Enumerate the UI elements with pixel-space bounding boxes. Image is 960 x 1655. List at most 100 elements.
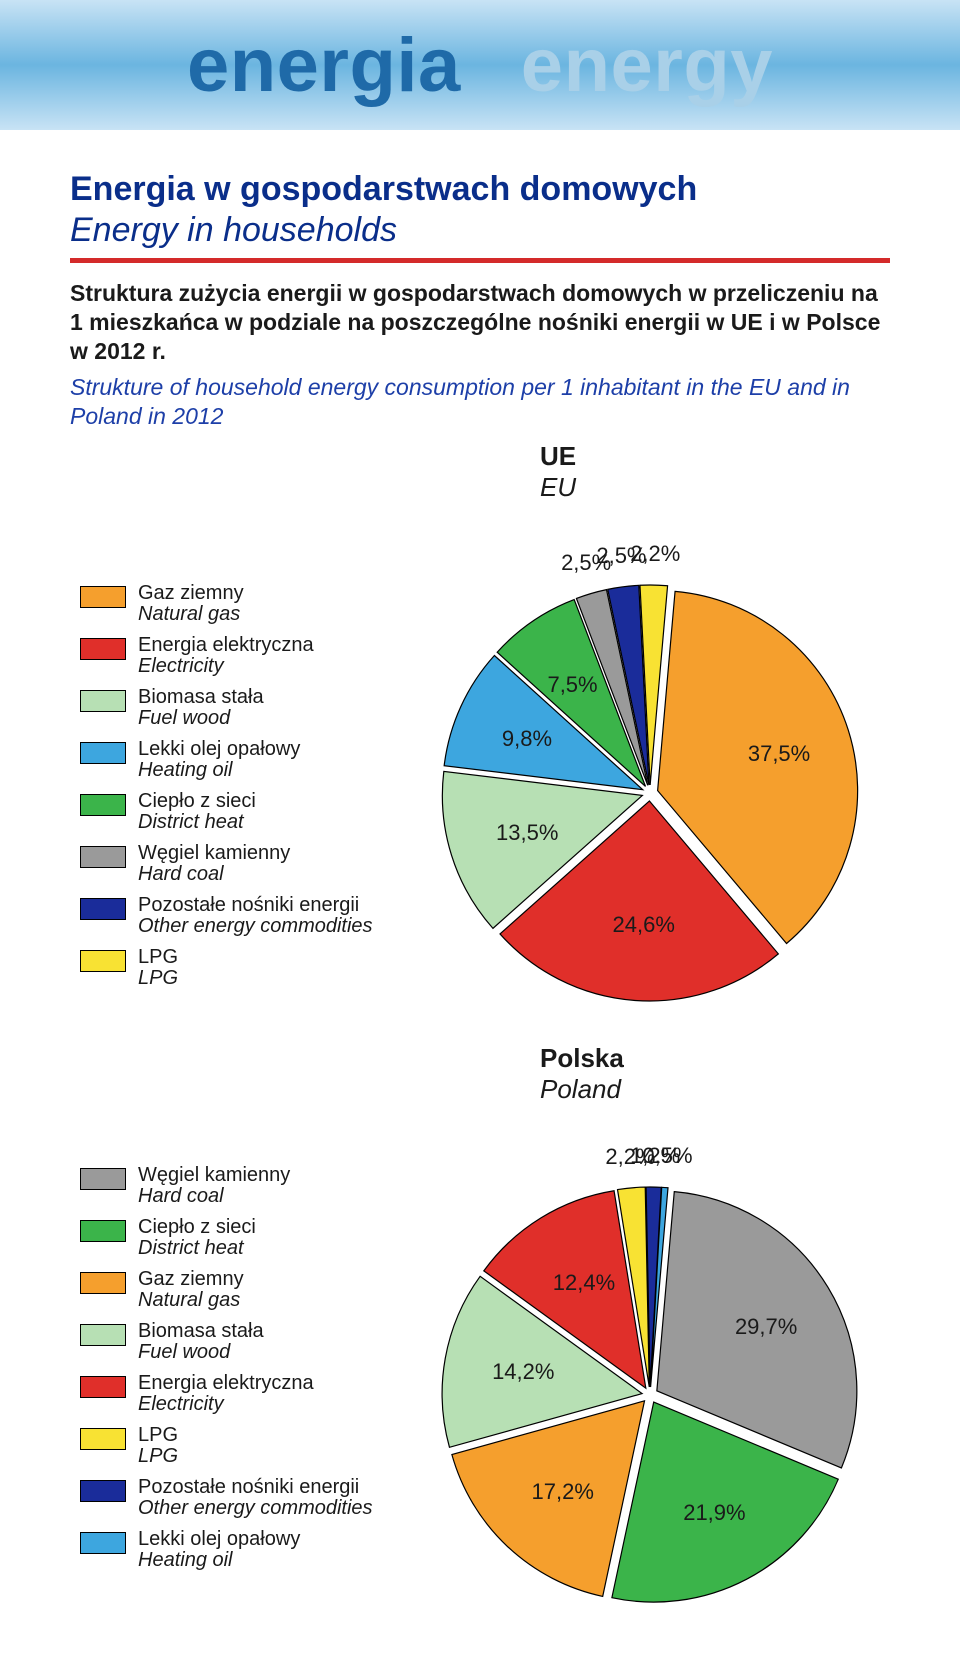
chart-pl-title-en: Poland bbox=[540, 1074, 890, 1105]
banner-word-left: energia bbox=[187, 22, 461, 109]
legend-label-en: Natural gas bbox=[138, 604, 244, 625]
legend-text: Węgiel kamiennyHard coal bbox=[138, 1165, 290, 1207]
legend-swatch bbox=[80, 794, 126, 816]
legend-item: LPGLPG bbox=[80, 1425, 410, 1467]
legend-item: Ciepło z sieciDistrict heat bbox=[80, 791, 410, 833]
legend-label-pl: Węgiel kamienny bbox=[138, 843, 290, 864]
legend-swatch bbox=[80, 1428, 126, 1450]
legend-label-en: Electricity bbox=[138, 1394, 314, 1415]
chart-eu-title-en: EU bbox=[540, 472, 890, 503]
legend-text: Ciepło z sieciDistrict heat bbox=[138, 791, 256, 833]
chart-pl-title-pl: Polska bbox=[540, 1043, 890, 1074]
legend-label-en: Hard coal bbox=[138, 1186, 290, 1207]
legend-label-en: LPG bbox=[138, 1446, 178, 1467]
title-rule bbox=[70, 258, 890, 263]
legend-item: Energia elektrycznaElectricity bbox=[80, 1373, 410, 1415]
pie-label-natural_gas: 17,2% bbox=[532, 1479, 594, 1505]
chart-pl-title: Polska Poland bbox=[540, 1043, 890, 1105]
legend-swatch bbox=[80, 846, 126, 868]
legend-text: Pozostałe nośniki energiiOther energy co… bbox=[138, 1477, 373, 1519]
legend-text: Ciepło z sieciDistrict heat bbox=[138, 1217, 256, 1259]
legend-label-en: District heat bbox=[138, 812, 256, 833]
legend-item: Węgiel kamiennyHard coal bbox=[80, 843, 410, 885]
legend-label-pl: Węgiel kamienny bbox=[138, 1165, 290, 1186]
legend-label-en: Natural gas bbox=[138, 1290, 244, 1311]
legend-item: Pozostałe nośniki energiiOther energy co… bbox=[80, 895, 410, 937]
legend-label-pl: Ciepło z sieci bbox=[138, 791, 256, 812]
page-title-en: Energy in households bbox=[70, 211, 890, 250]
legend-text: Pozostałe nośniki energiiOther energy co… bbox=[138, 895, 373, 937]
legend-item: Węgiel kamiennyHard coal bbox=[80, 1165, 410, 1207]
legend-label-en: District heat bbox=[138, 1238, 256, 1259]
legend-label-en: Fuel wood bbox=[138, 708, 264, 729]
legend-item: Biomasa stałaFuel wood bbox=[80, 687, 410, 729]
pie-label-electricity: 24,6% bbox=[613, 912, 675, 938]
legend-text: Gaz ziemnyNatural gas bbox=[138, 1269, 244, 1311]
pie-label-hard_coal: 29,7% bbox=[735, 1314, 797, 1340]
legend-label-pl: Ciepło z sieci bbox=[138, 1217, 256, 1238]
legend-item: Pozostałe nośniki energiiOther energy co… bbox=[80, 1477, 410, 1519]
legend-label-pl: LPG bbox=[138, 1425, 178, 1446]
chart-eu-title: UE EU bbox=[540, 441, 890, 503]
pie-label-fuel_wood: 14,2% bbox=[492, 1359, 554, 1385]
legend-text: LPGLPG bbox=[138, 1425, 178, 1467]
page-title-pl: Energia w gospodarstwach domowych bbox=[70, 170, 890, 209]
legend-swatch bbox=[80, 1480, 126, 1502]
legend-item: Ciepło z sieciDistrict heat bbox=[80, 1217, 410, 1259]
legend-pl: Węgiel kamiennyHard coal Ciepło z sieciDi… bbox=[70, 1115, 410, 1581]
pie-chart-pl: 29,7%21,9%17,2%14,2%12,4%2,2%1,2%0,5% bbox=[410, 1115, 890, 1615]
legend-label-pl: Gaz ziemny bbox=[138, 1269, 244, 1290]
legend-swatch bbox=[80, 1532, 126, 1554]
legend-label-pl: Energia elektryczna bbox=[138, 635, 314, 656]
legend-text: Biomasa stałaFuel wood bbox=[138, 687, 264, 729]
chart-pl-section: Polska Poland Węgiel kamiennyHard coal Ci… bbox=[70, 1043, 890, 1615]
legend-swatch bbox=[80, 1376, 126, 1398]
pie-label-district_heat: 21,9% bbox=[683, 1500, 745, 1526]
legend-item: Energia elektrycznaElectricity bbox=[80, 635, 410, 677]
legend-swatch bbox=[80, 1168, 126, 1190]
pie-label-heating_oil: 9,8% bbox=[502, 726, 552, 752]
legend-text: Lekki olej opałowyHeating oil bbox=[138, 739, 300, 781]
legend-item: Lekki olej opałowyHeating oil bbox=[80, 1529, 410, 1571]
legend-text: Węgiel kamiennyHard coal bbox=[138, 843, 290, 885]
legend-text: Energia elektrycznaElectricity bbox=[138, 1373, 314, 1415]
legend-swatch bbox=[80, 638, 126, 660]
legend-label-pl: LPG bbox=[138, 947, 178, 968]
pie-label-lpg: 2,2% bbox=[630, 541, 680, 567]
pie-label-natural_gas: 37,5% bbox=[748, 741, 810, 767]
legend-label-pl: Lekki olej opałowy bbox=[138, 739, 300, 760]
legend-label-pl: Pozostałe nośniki energii bbox=[138, 895, 373, 916]
legend-swatch bbox=[80, 586, 126, 608]
chart-eu-title-pl: UE bbox=[540, 441, 890, 472]
legend-label-en: Heating oil bbox=[138, 1550, 300, 1571]
legend-item: LPGLPG bbox=[80, 947, 410, 989]
legend-label-en: LPG bbox=[138, 968, 178, 989]
description-en: Strukture of household energy consumptio… bbox=[70, 373, 890, 431]
legend-label-pl: Energia elektryczna bbox=[138, 1373, 314, 1394]
legend-label-en: Electricity bbox=[138, 656, 314, 677]
legend-swatch bbox=[80, 1220, 126, 1242]
legend-item: Gaz ziemnyNatural gas bbox=[80, 583, 410, 625]
legend-text: Lekki olej opałowyHeating oil bbox=[138, 1529, 300, 1571]
header-banner: energia energy bbox=[0, 0, 960, 130]
content: Energia w gospodarstwach domowych Energy… bbox=[0, 130, 960, 1655]
legend-item: Biomasa stałaFuel wood bbox=[80, 1321, 410, 1363]
legend-label-pl: Biomasa stała bbox=[138, 1321, 264, 1342]
banner-word-right: energy bbox=[521, 22, 773, 109]
legend-text: Gaz ziemnyNatural gas bbox=[138, 583, 244, 625]
pie-label-electricity: 12,4% bbox=[553, 1270, 615, 1296]
legend-text: LPGLPG bbox=[138, 947, 178, 989]
legend-label-en: Hard coal bbox=[138, 864, 290, 885]
legend-item: Lekki olej opałowyHeating oil bbox=[80, 739, 410, 781]
legend-label-pl: Gaz ziemny bbox=[138, 583, 244, 604]
pie-chart-eu: 37,5%24,6%13,5%9,8%7,5%2,5%2,5%2,2% bbox=[410, 513, 890, 1013]
legend-eu: Gaz ziemnyNatural gas Energia elektryczna… bbox=[70, 513, 410, 999]
pie-label-heating_oil: 0,5% bbox=[642, 1143, 692, 1169]
legend-label-en: Other energy commodities bbox=[138, 916, 373, 937]
chart-eu-block: Gaz ziemnyNatural gas Energia elektryczna… bbox=[70, 513, 890, 1013]
legend-swatch bbox=[80, 742, 126, 764]
pie-label-fuel_wood: 13,5% bbox=[496, 820, 558, 846]
legend-item: Gaz ziemnyNatural gas bbox=[80, 1269, 410, 1311]
chart-pl-block: Węgiel kamiennyHard coal Ciepło z sieciDi… bbox=[70, 1115, 890, 1615]
legend-label-en: Other energy commodities bbox=[138, 1498, 373, 1519]
